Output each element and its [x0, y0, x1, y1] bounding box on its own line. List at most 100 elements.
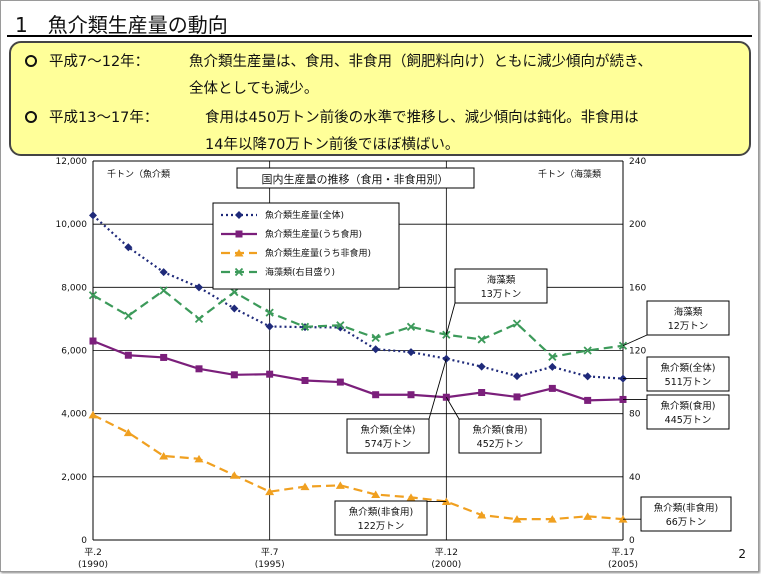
annotation-box — [646, 300, 730, 336]
annotation-callout: 魚介類(全体) 511万トン — [623, 356, 730, 392]
legend-label: 魚介類生産量(うち食用) — [265, 228, 362, 240]
data-point-marker — [371, 333, 380, 343]
series-line — [92, 413, 624, 521]
data-point-marker — [265, 322, 274, 331]
data-point-marker — [89, 337, 97, 345]
summary-text-2a: 食用は450万トン前後の水準で推移し、減少傾向は鈍化。非食用は — [205, 110, 639, 126]
data-point-marker — [477, 511, 487, 519]
annotation-callout: 魚介類(全体) 574万トン — [346, 358, 447, 454]
annotation-leader — [622, 334, 648, 347]
line-chart: 0 0 2,000 40 4,000 80 6,000 120 8,000 160 10,000 20… — [56, 157, 732, 570]
left-tick-label: 0 — [81, 536, 87, 546]
x-tick-label: 平.12 — [435, 547, 458, 558]
data-point-marker — [300, 322, 310, 331]
data-point-marker — [230, 304, 239, 313]
annotation-label: 魚介類(食用) — [661, 400, 716, 412]
page-number: 2 — [738, 547, 746, 561]
data-point-marker — [234, 249, 244, 257]
data-point-marker — [548, 384, 556, 392]
data-point-marker — [194, 454, 204, 463]
data-point-marker — [159, 451, 169, 460]
right-tick-label: 40 — [629, 473, 641, 483]
data-point-marker — [159, 268, 168, 277]
left-tick-label: 6,000 — [61, 347, 87, 357]
right-tick-label: 0 — [629, 536, 635, 546]
annotation-leader — [428, 358, 447, 420]
annotation-value: 13万トン — [481, 289, 522, 300]
title-underline — [7, 35, 752, 37]
data-point-marker — [159, 286, 168, 295]
page-title: 1 魚介類生産量の動向 — [15, 13, 228, 37]
annotation-callout: 魚介類(食用) 452万トン — [445, 397, 542, 454]
annotation-leader — [445, 302, 456, 335]
data-point-marker — [124, 351, 132, 359]
data-point-marker — [300, 482, 310, 491]
data-point-marker — [513, 393, 521, 401]
right-tick-label: 120 — [629, 347, 646, 357]
data-point-marker — [477, 335, 486, 344]
annotation-value: 122万トン — [358, 521, 405, 532]
x-tick-label: (2000) — [431, 560, 461, 570]
data-point-marker — [335, 481, 345, 489]
data-point-marker — [160, 353, 168, 361]
chart-axes: 0 0 2,000 40 4,000 80 6,000 120 8,000 160 10,000 20… — [56, 157, 647, 570]
annotation-label: 魚介類(食用) — [473, 424, 528, 436]
legend-label: 魚介類生産量(全体) — [265, 209, 344, 221]
data-point-marker — [477, 362, 486, 371]
data-point-marker — [512, 319, 522, 328]
annotation-value: 452万トン — [477, 439, 524, 450]
data-point-marker — [583, 346, 592, 355]
data-point-marker — [548, 362, 557, 371]
right-tick-label: 160 — [629, 283, 646, 293]
left-tick-label: 12,000 — [56, 157, 88, 167]
annotation-value: 66万トン — [666, 517, 707, 528]
data-point-marker — [123, 428, 133, 437]
chart-title-box — [236, 167, 475, 189]
annotation-callout: 海藻類 12万トン — [622, 300, 730, 347]
data-point-marker — [195, 283, 203, 292]
data-point-marker — [336, 321, 345, 330]
annotation-box — [334, 500, 428, 536]
annotation-box — [646, 356, 730, 392]
data-point-marker — [265, 308, 274, 317]
summary-period-2: 平成13～17年： — [49, 110, 159, 126]
annotation-value: 445万トン — [665, 415, 712, 426]
annotation-box — [346, 418, 430, 454]
data-point-marker — [406, 322, 416, 331]
left-tick-label: 2,000 — [61, 473, 87, 483]
data-point-marker — [583, 372, 592, 381]
x-tick-label: 平.7 — [261, 547, 279, 558]
legend-item: 魚介類生産量(うち非食用) — [221, 247, 371, 259]
right-tick-label: 80 — [629, 410, 641, 420]
data-point-marker — [194, 314, 204, 324]
left-axis-unit: 千トン（魚介類 — [107, 168, 170, 180]
right-tick-label: 200 — [629, 220, 646, 230]
data-point-marker — [88, 410, 98, 419]
data-point-marker — [266, 370, 274, 378]
data-point-marker — [478, 389, 486, 397]
data-point-marker — [124, 311, 133, 320]
right-axis-unit: 千トン（海藻類 — [538, 168, 601, 180]
series-1 — [89, 337, 627, 404]
x-tick-label: 平.2 — [84, 547, 102, 558]
data-point-marker — [583, 512, 593, 520]
data-point-marker — [230, 287, 239, 297]
data-point-marker — [584, 396, 592, 404]
series-3 — [88, 286, 628, 361]
annotation-box — [646, 394, 730, 430]
right-tick-label: 240 — [629, 157, 646, 167]
data-point-marker — [406, 493, 416, 501]
legend-box — [212, 202, 400, 290]
data-point-marker — [195, 365, 203, 373]
data-point-marker — [235, 230, 243, 238]
series-2 — [88, 410, 628, 523]
annotation-box — [458, 418, 542, 454]
data-point-marker — [235, 211, 243, 219]
annotation-label: 魚介類(非食用) — [349, 506, 413, 518]
chart-legend: 魚介類生産量(全体) 魚介類生産量(うち食用) 魚介類生産量(うち非食用) 海藻類(右… — [212, 202, 400, 290]
data-point-marker — [407, 391, 415, 399]
annotation-label: 海藻類 — [674, 306, 703, 318]
annotation-callout: 魚介類(非食用) 122万トン — [334, 500, 447, 536]
